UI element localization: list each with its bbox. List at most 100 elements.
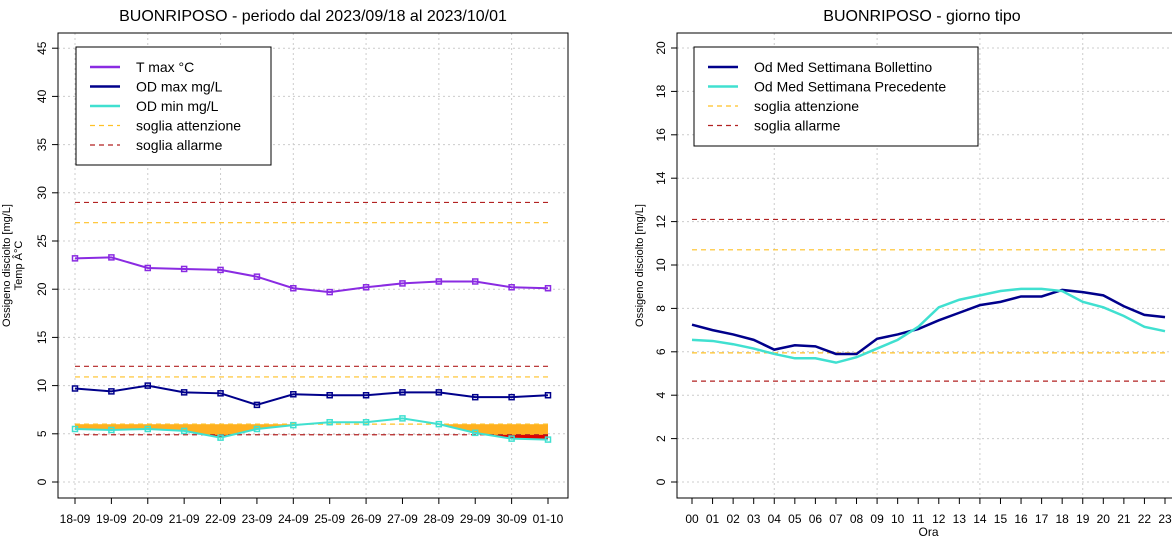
x-tick-label: 20-09 [132, 512, 163, 526]
x-tick-label: 18 [1055, 512, 1069, 526]
x-tick-label: 02 [726, 512, 740, 526]
data-point [108, 426, 115, 434]
y-tick-label: 10 [654, 258, 668, 272]
y-tick-label: 12 [654, 215, 668, 229]
data-point [326, 288, 333, 296]
data-point [471, 393, 479, 401]
y-axis-label: Temp Â°C [12, 241, 25, 291]
legend-label: soglia attenzione [754, 98, 859, 114]
data-point [217, 266, 224, 274]
x-tick-label: 05 [788, 512, 802, 526]
x-tick-label: 11 [912, 512, 925, 526]
y-axis-label: Ossigeno disciolto [mg/L] [1, 204, 13, 327]
y-tick-label: 0 [35, 478, 49, 485]
data-point [253, 273, 261, 280]
data-point [471, 429, 479, 437]
x-tick-label: 07 [829, 512, 843, 526]
y-tick-label: 14 [654, 171, 668, 185]
x-tick-label: 22 [1138, 512, 1152, 526]
y-axis-label: Ossigeno disciolto [mg/L] [634, 204, 646, 327]
plot-frame [57, 32, 569, 499]
x-tick-label: 15 [994, 512, 1008, 526]
data-point [290, 391, 297, 398]
data-point [435, 278, 443, 285]
series-line-2 [74, 417, 549, 441]
legend-label: soglia allarme [754, 118, 841, 134]
x-tick-label: 21 [1117, 512, 1131, 526]
legend-label: OD min mg/L [136, 98, 219, 114]
legend-label: soglia allarme [136, 137, 223, 153]
x-tick-label: 25-09 [314, 512, 345, 526]
data-point [144, 264, 152, 272]
x-tick-label: 12 [932, 512, 946, 526]
x-tick-label: 23 [1158, 512, 1172, 526]
x-tick-label: 04 [768, 512, 782, 526]
x-tick-label: 16 [1014, 512, 1028, 526]
y-tick-label: 16 [654, 128, 668, 142]
data-point [180, 427, 188, 435]
x-tick-label: 23-09 [242, 512, 273, 526]
x-axis-label: Ora [918, 525, 938, 539]
legend-label: soglia attenzione [136, 118, 241, 134]
data-point [253, 425, 261, 433]
series-line-0 [74, 256, 549, 294]
y-tick-label: 20 [35, 282, 49, 296]
x-tick-label: 21-09 [169, 512, 200, 526]
data-point [544, 436, 552, 443]
data-point [508, 284, 515, 291]
x-tick-label: 14 [973, 512, 987, 526]
data-point [435, 420, 443, 428]
data-point [71, 425, 79, 433]
data-point [253, 401, 261, 409]
series-line-1 [691, 287, 1166, 364]
x-tick-label: 18-09 [60, 512, 91, 526]
x-tick-label: 30-09 [496, 512, 527, 526]
x-tick-label: 20 [1097, 512, 1111, 526]
legend-label: T max °C [136, 59, 194, 75]
x-tick-label: 19 [1076, 512, 1090, 526]
x-tick-label: 13 [953, 512, 967, 526]
data-point [362, 284, 370, 291]
series-line-1 [74, 384, 549, 406]
x-tick-label: 09 [870, 512, 884, 526]
data-point [326, 418, 333, 426]
y-tick-label: 30 [35, 186, 49, 200]
data-point [290, 284, 297, 292]
x-tick-label: 26-09 [351, 512, 382, 526]
x-tick-label: 00 [685, 512, 699, 526]
y-tick-label: 35 [35, 138, 49, 152]
left-chart-period: 0 5 10 15 20 25 30 35 40 45 18-09 19-09 20-09 21-09 22… [1, 8, 569, 526]
series-line-0 [691, 288, 1166, 356]
data-point [399, 280, 406, 287]
legend-box [693, 46, 979, 147]
x-tick-label: 29-09 [460, 512, 491, 526]
data-point [108, 388, 115, 395]
attention-fill-area [75, 424, 548, 440]
chart-title: BUONRIPOSO - giorno tipo [823, 8, 1021, 25]
x-tick-label: 01-10 [533, 512, 564, 526]
data-point [544, 391, 552, 399]
data-point [71, 255, 79, 262]
data-point [544, 284, 552, 292]
x-tick-label: 22-09 [205, 512, 236, 526]
y-tick-label: 25 [35, 234, 49, 248]
x-tick-label: 06 [809, 512, 823, 526]
y-tick-label: 15 [35, 330, 49, 344]
legend-label: Od Med Settimana Bollettino [754, 59, 932, 75]
data-point [180, 389, 188, 396]
data-point [362, 418, 370, 426]
data-point [362, 391, 370, 399]
y-tick-label: 18 [654, 84, 668, 98]
legend-label: Od Med Settimana Precedente [754, 79, 946, 95]
data-point [217, 390, 224, 397]
y-tick-label: 2 [654, 435, 668, 442]
y-tick-label: 6 [654, 348, 668, 355]
y-tick-label: 4 [654, 392, 668, 399]
x-tick-label: 03 [747, 512, 761, 526]
data-point [217, 434, 224, 441]
y-tick-label: 10 [35, 379, 49, 393]
x-tick-label: 27-09 [387, 512, 418, 526]
data-point [71, 385, 79, 392]
x-tick-label: 17 [1035, 512, 1049, 526]
